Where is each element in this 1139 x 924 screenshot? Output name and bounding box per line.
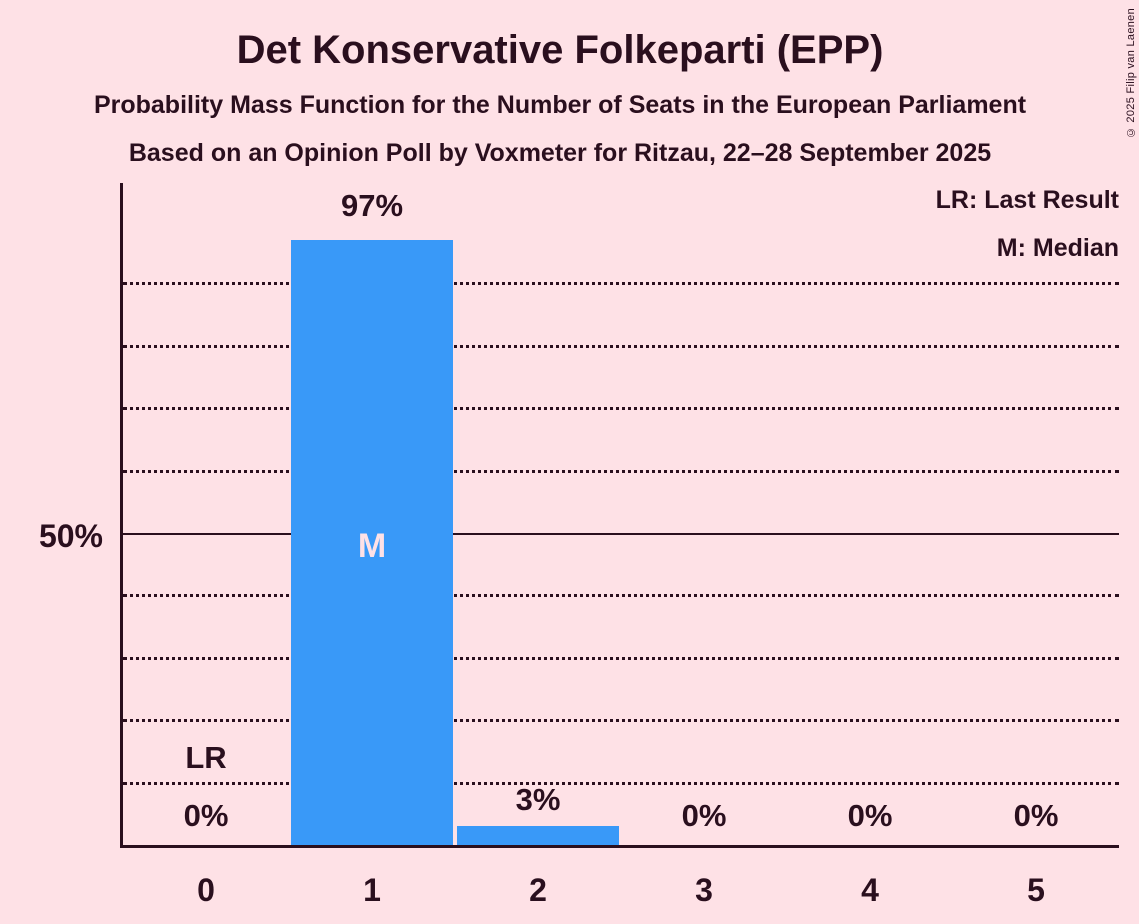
gridline-dotted bbox=[123, 719, 1119, 723]
chart-subtitle: Probability Mass Function for the Number… bbox=[93, 91, 1027, 119]
gridline-dotted bbox=[123, 344, 1119, 348]
x-tick-label-2: 2 bbox=[529, 872, 547, 908]
x-tick-label-1: 1 bbox=[363, 872, 381, 908]
copyright-text: © 2025 Filip van Laenen bbox=[1125, 8, 1137, 139]
plot-area: 0% 0 97% 1 3% 2 0% 3 0% 4 0% 5 LR M bbox=[120, 183, 1119, 908]
legend-median: M: Median bbox=[996, 234, 1119, 262]
bar-value-label-2: 3% bbox=[515, 782, 561, 817]
median-annotation: M bbox=[357, 527, 387, 565]
gridline-dotted bbox=[123, 407, 1119, 411]
chart-title: Det Konservative Folkeparti (EPP) bbox=[236, 28, 884, 72]
last-result-annotation: LR bbox=[185, 740, 227, 775]
bar-seats-2 bbox=[457, 826, 619, 845]
bar-value-label-3: 0% bbox=[681, 798, 727, 833]
y-axis-tick-50: 50% bbox=[38, 518, 103, 554]
gridline-dotted bbox=[123, 594, 1119, 598]
gridline-dotted bbox=[123, 656, 1119, 660]
bar-value-label-4: 0% bbox=[847, 798, 893, 833]
legend-last-result: LR: Last Result bbox=[935, 186, 1119, 214]
chart-poll-info: Based on an Opinion Poll by Voxmeter for… bbox=[128, 139, 992, 167]
x-tick-label-4: 4 bbox=[861, 872, 879, 908]
x-tick-label-3: 3 bbox=[695, 872, 713, 908]
bar-value-label-5: 0% bbox=[1013, 798, 1059, 833]
x-tick-label-0: 0 bbox=[197, 872, 215, 908]
x-tick-label-5: 5 bbox=[1027, 872, 1045, 908]
bar-value-label-1: 97% bbox=[340, 188, 404, 223]
gridline-dotted bbox=[123, 781, 1119, 785]
gridline-solid-50 bbox=[123, 533, 1119, 535]
gridline-dotted bbox=[123, 282, 1119, 286]
bar-seats-1 bbox=[291, 240, 453, 845]
bar-value-label-0: 0% bbox=[183, 798, 229, 833]
gridline-dotted bbox=[123, 469, 1119, 473]
